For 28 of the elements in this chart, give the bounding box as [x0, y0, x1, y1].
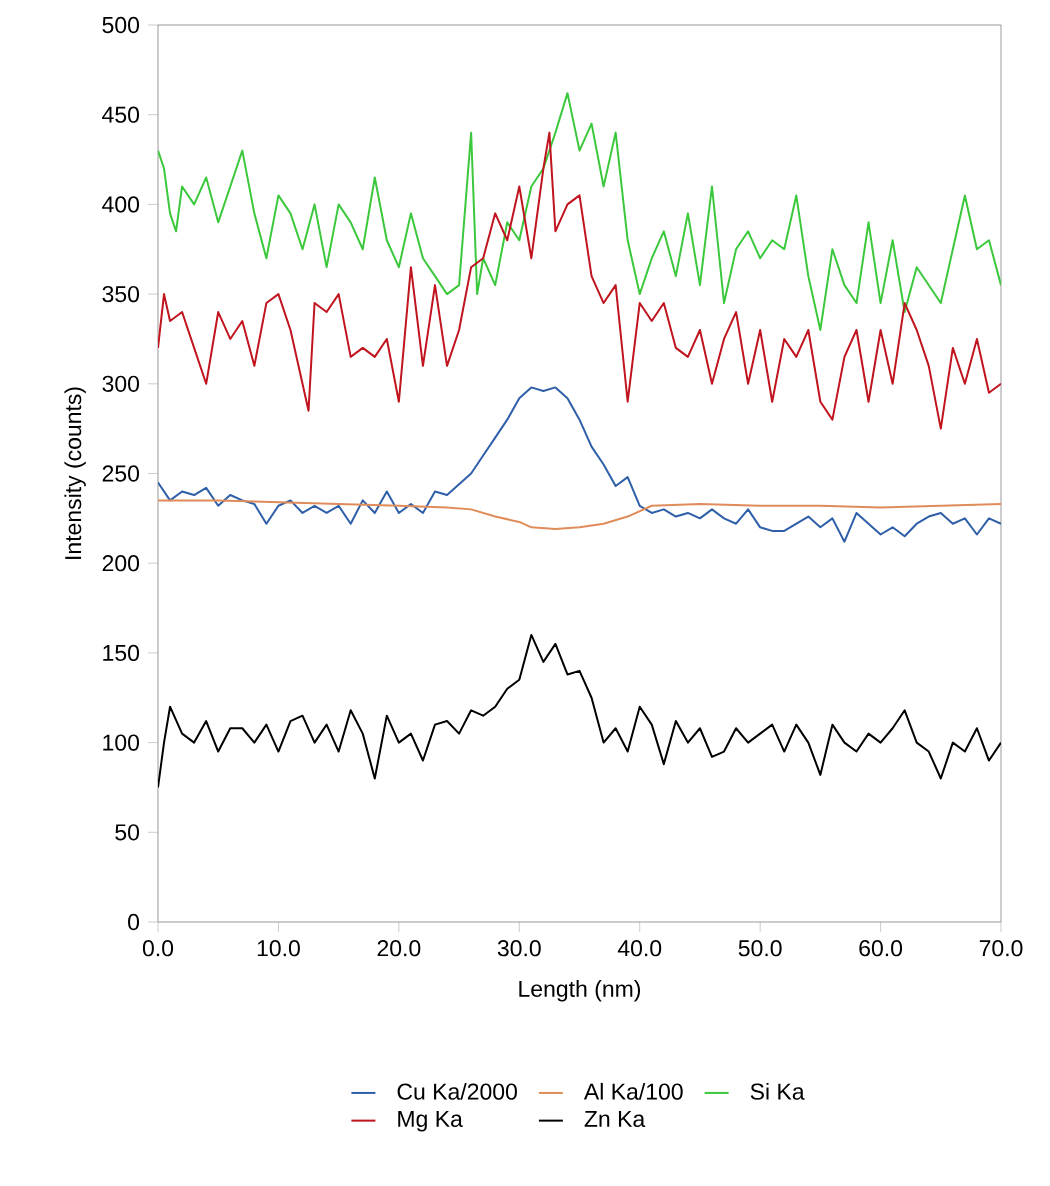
x-tick-label: 50.0: [738, 940, 782, 957]
legend-label: Zn Ka: [584, 1111, 646, 1128]
line-series: [158, 633, 1002, 789]
y-tick-label: 400: [102, 196, 140, 213]
x-axis-title: Length (nm): [519, 980, 641, 1002]
x-tick-label: 40.0: [617, 940, 662, 957]
legend-label: Si Ka: [750, 1082, 805, 1100]
x-tick-label: 70.0: [979, 940, 1023, 957]
y-tick-label: 100: [103, 734, 140, 751]
y-tick-label: 350: [102, 285, 140, 303]
y-tick-label: 200: [102, 555, 140, 572]
x-tick-label: 10.0: [257, 940, 300, 957]
x-tick-label: 20.0: [377, 940, 421, 957]
y-tick-label: 0: [128, 913, 140, 931]
legend-label: Mg Ka: [398, 1111, 463, 1132]
y-tick-label: 150: [103, 644, 140, 662]
legend-label: Cu Ka/2000: [397, 1082, 517, 1100]
x-tick-label: 60.0: [859, 940, 903, 957]
line-series: [158, 131, 1002, 430]
y-axis-title: Intensity (counts): [64, 387, 86, 559]
x-tick-label: 30.0: [497, 940, 541, 957]
legend-label: Al Ka/100: [583, 1082, 683, 1100]
y-tick-label: 250: [102, 465, 140, 482]
y-tick-label: 50: [115, 824, 140, 841]
y-tick-label: 300: [102, 375, 140, 392]
x-tick-label: 0.0: [142, 940, 174, 957]
y-tick-label: 500: [102, 16, 140, 34]
y-tick-label: 450: [102, 106, 140, 123]
